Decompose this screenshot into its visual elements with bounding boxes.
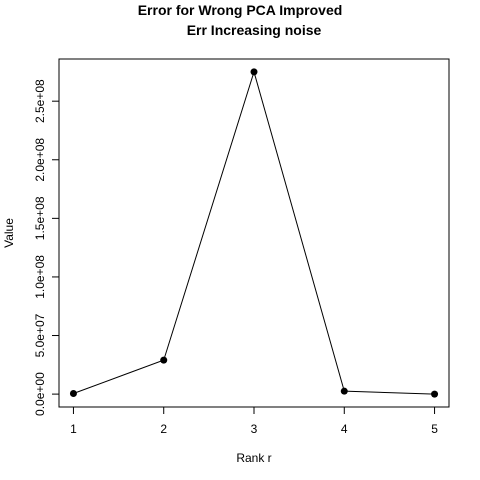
y-tick-label: 1.0e+08 [33, 255, 47, 299]
y-tick-label: 0.0e+00 [33, 372, 47, 416]
series-line [73, 72, 434, 394]
chart-title: Error for Wrong PCA Improved [138, 2, 343, 18]
x-tick-label: 4 [341, 422, 348, 436]
plot-frame [59, 59, 449, 407]
x-axis-label: Rank r [236, 451, 271, 465]
y-axis-label: Value [2, 218, 16, 248]
data-point [70, 390, 77, 397]
y-tick-label: 2.5e+08 [33, 79, 47, 123]
y-axis: 0.0e+00 5.0e+07 1.0e+08 1.5e+08 2.0e+08 2.5e+… [33, 79, 59, 416]
y-tick-label: 5.0e+07 [33, 313, 47, 357]
data-point [160, 357, 167, 364]
y-tick-label: 1.5e+08 [33, 196, 47, 240]
x-tick-label: 3 [251, 422, 258, 436]
x-tick-label: 1 [70, 422, 77, 436]
x-axis: 1 2 3 4 5 [70, 407, 438, 436]
x-tick-label: 5 [431, 422, 438, 436]
data-point [251, 68, 258, 75]
data-point [431, 391, 438, 398]
y-tick-label: 2.0e+08 [33, 138, 47, 182]
data-point [341, 388, 348, 395]
chart-subtitle: Err Increasing noise [187, 22, 322, 38]
x-tick-label: 2 [160, 422, 167, 436]
data-points [70, 68, 438, 397]
